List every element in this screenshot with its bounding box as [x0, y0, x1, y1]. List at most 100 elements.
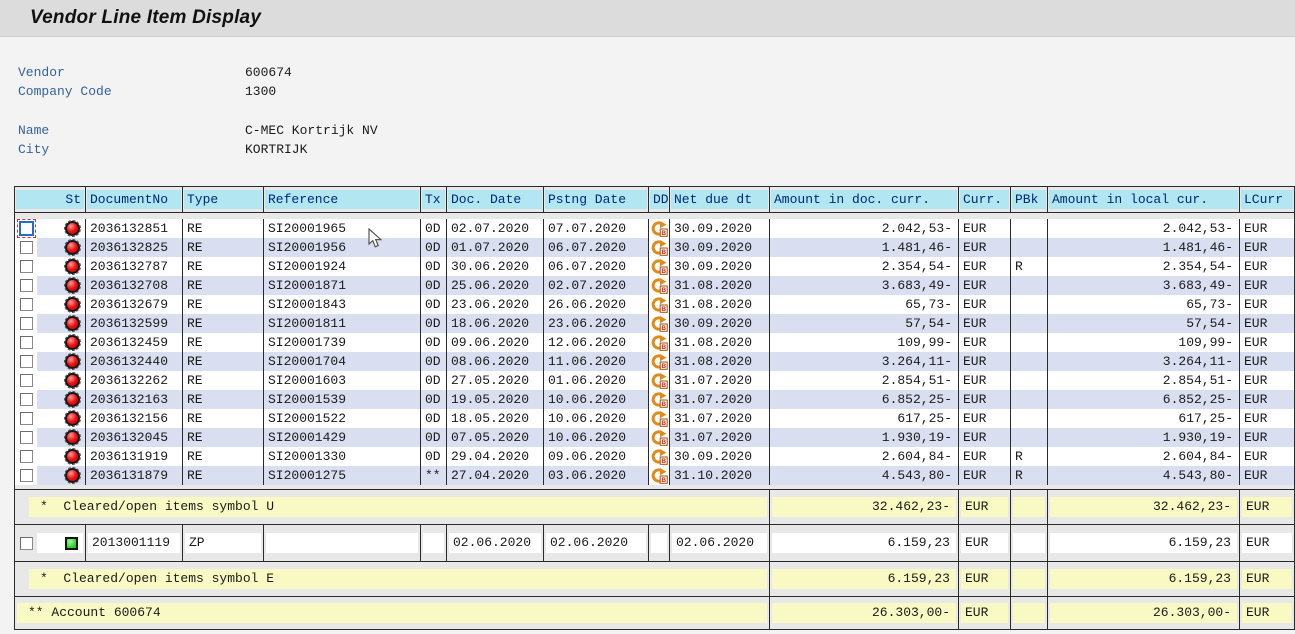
document-number-cell[interactable]: 2036132459 — [86, 333, 183, 352]
local-currency-cell[interactable]: EUR — [1240, 295, 1294, 314]
column-header-lcurr[interactable]: LCurr — [1240, 187, 1294, 212]
tax-code-cell[interactable] — [423, 533, 444, 553]
amount-doc-currency-cell[interactable]: 6.159,23 — [772, 533, 956, 553]
row-checkbox[interactable] — [20, 450, 33, 463]
partner-bank-cell[interactable] — [1013, 533, 1045, 553]
reference-cell[interactable]: SI20001924 — [264, 257, 421, 276]
row-checkbox[interactable] — [20, 317, 33, 330]
doc-date-cell[interactable]: 01.07.2020 — [447, 238, 544, 257]
document-number-cell[interactable]: 2036132787 — [86, 257, 183, 276]
posting-date-cell[interactable]: 10.06.2020 — [544, 409, 649, 428]
posting-date-cell[interactable]: 23.06.2020 — [544, 314, 649, 333]
amount-doc-currency-cell[interactable]: 109,99- — [770, 333, 959, 352]
document-type-cell[interactable]: RE — [183, 390, 264, 409]
currency-cell[interactable]: EUR — [959, 314, 1011, 333]
table-row[interactable]: 2036132440RESI200017040D08.06.202011.06.… — [15, 352, 1294, 371]
doc-date-cell[interactable]: 27.05.2020 — [447, 371, 544, 390]
table-row[interactable]: 2036132163RESI200015390D19.05.202010.06.… — [15, 390, 1294, 409]
column-header-tx[interactable]: Tx — [421, 187, 447, 212]
amount-local-currency-cell[interactable]: 1.930,19- — [1048, 428, 1240, 447]
local-currency-cell[interactable]: EUR — [1240, 447, 1294, 466]
dunning-branch-icon[interactable]: B — [650, 354, 668, 370]
posting-date-cell[interactable]: 11.06.2020 — [544, 352, 649, 371]
doc-date-cell[interactable]: 19.05.2020 — [447, 390, 544, 409]
column-header-type[interactable]: Type — [183, 187, 264, 212]
doc-date-cell[interactable]: 02.07.2020 — [447, 219, 544, 238]
net-due-date-cell[interactable]: 30.09.2020 — [670, 219, 770, 238]
partner-bank-cell[interactable] — [1011, 276, 1048, 295]
amount-local-currency-cell[interactable]: 3.264,11- — [1048, 352, 1240, 371]
amount-doc-currency-cell[interactable]: 2.042,53- — [770, 219, 959, 238]
partner-bank-cell[interactable] — [1011, 390, 1048, 409]
partner-bank-cell[interactable] — [1011, 219, 1048, 238]
document-number-cell[interactable]: 2036132825 — [86, 238, 183, 257]
document-number-cell[interactable]: 2036132851 — [86, 219, 183, 238]
reference-cell[interactable]: SI20001843 — [264, 295, 421, 314]
net-due-date-cell[interactable]: 30.09.2020 — [670, 238, 770, 257]
currency-cell[interactable]: EUR — [959, 257, 1011, 276]
dd-cell[interactable]: B — [649, 333, 670, 352]
local-currency-cell[interactable]: EUR — [1240, 219, 1294, 238]
tax-code-cell[interactable]: 0D — [421, 276, 447, 295]
dunning-branch-icon[interactable]: B — [650, 373, 668, 389]
partner-bank-cell[interactable]: R — [1011, 466, 1048, 485]
amount-doc-currency-cell[interactable]: 57,54- — [770, 314, 959, 333]
document-type-cell[interactable]: RE — [183, 314, 264, 333]
posting-date-cell[interactable]: 09.06.2020 — [544, 447, 649, 466]
reference-cell[interactable]: SI20001956 — [264, 238, 421, 257]
dd-cell[interactable]: B — [649, 371, 670, 390]
currency-cell[interactable]: EUR — [959, 390, 1011, 409]
dunning-branch-icon[interactable]: B — [650, 411, 668, 427]
currency-cell[interactable]: EUR — [959, 352, 1011, 371]
document-number-cell[interactable]: 2036131919 — [86, 447, 183, 466]
document-type-cell[interactable]: RE — [183, 371, 264, 390]
reference-cell[interactable]: SI20001522 — [264, 409, 421, 428]
reference-cell[interactable]: SI20001811 — [264, 314, 421, 333]
posting-date-cell[interactable]: 10.06.2020 — [544, 428, 649, 447]
doc-date-cell[interactable]: 25.06.2020 — [447, 276, 544, 295]
tax-code-cell[interactable]: 0D — [421, 257, 447, 276]
reference-cell[interactable]: SI20001965 — [264, 219, 421, 238]
tax-code-cell[interactable]: 0D — [421, 390, 447, 409]
dd-cell[interactable]: B — [649, 409, 670, 428]
tax-code-cell[interactable]: 0D — [421, 314, 447, 333]
amount-doc-currency-cell[interactable]: 65,73- — [770, 295, 959, 314]
document-type-cell[interactable]: RE — [183, 219, 264, 238]
amount-doc-currency-cell[interactable]: 6.852,25- — [770, 390, 959, 409]
column-header-reference[interactable]: Reference — [264, 187, 421, 212]
amount-local-currency-cell[interactable]: 4.543,80- — [1048, 466, 1240, 485]
amount-local-currency-cell[interactable]: 2.604,84- — [1048, 447, 1240, 466]
net-due-date-cell[interactable]: 31.08.2020 — [670, 352, 770, 371]
row-checkbox[interactable] — [20, 431, 33, 444]
dd-cell[interactable]: B — [649, 276, 670, 295]
amount-local-currency-cell[interactable]: 3.683,49- — [1048, 276, 1240, 295]
dunning-branch-icon[interactable]: B — [650, 449, 668, 465]
tax-code-cell[interactable]: 0D — [421, 409, 447, 428]
tax-code-cell[interactable]: 0D — [421, 238, 447, 257]
table-row[interactable]: 2036132851RESI200019650D02.07.202007.07.… — [15, 219, 1294, 238]
currency-cell[interactable]: EUR — [959, 333, 1011, 352]
document-type-cell[interactable]: RE — [183, 409, 264, 428]
amount-local-currency-cell[interactable]: 617,25- — [1048, 409, 1240, 428]
reference-cell[interactable]: SI20001275 — [264, 466, 421, 485]
net-due-date-cell[interactable]: 31.07.2020 — [670, 428, 770, 447]
doc-date-cell[interactable]: 02.06.2020 — [449, 533, 541, 553]
local-currency-cell[interactable]: EUR — [1240, 276, 1294, 295]
tax-code-cell[interactable]: 0D — [421, 447, 447, 466]
dunning-branch-icon[interactable]: B — [650, 468, 668, 484]
document-type-cell[interactable]: RE — [183, 428, 264, 447]
net-due-date-cell[interactable]: 31.08.2020 — [670, 333, 770, 352]
tax-code-cell[interactable]: 0D — [421, 295, 447, 314]
posting-date-cell[interactable]: 07.07.2020 — [544, 219, 649, 238]
partner-bank-cell[interactable] — [1011, 428, 1048, 447]
partner-bank-cell[interactable] — [1011, 333, 1048, 352]
column-header-pbk[interactable]: PBk — [1011, 187, 1048, 212]
document-type-cell[interactable]: ZP — [185, 533, 261, 553]
local-currency-cell[interactable]: EUR — [1240, 314, 1294, 333]
document-number-cell[interactable]: 2013001119 — [88, 533, 180, 553]
posting-date-cell[interactable]: 06.07.2020 — [544, 238, 649, 257]
amount-local-currency-cell[interactable]: 57,54- — [1048, 314, 1240, 333]
column-header-dd[interactable]: DD — [649, 187, 670, 212]
local-currency-cell[interactable]: EUR — [1240, 257, 1294, 276]
column-header-document-no[interactable]: DocumentNo — [86, 187, 183, 212]
